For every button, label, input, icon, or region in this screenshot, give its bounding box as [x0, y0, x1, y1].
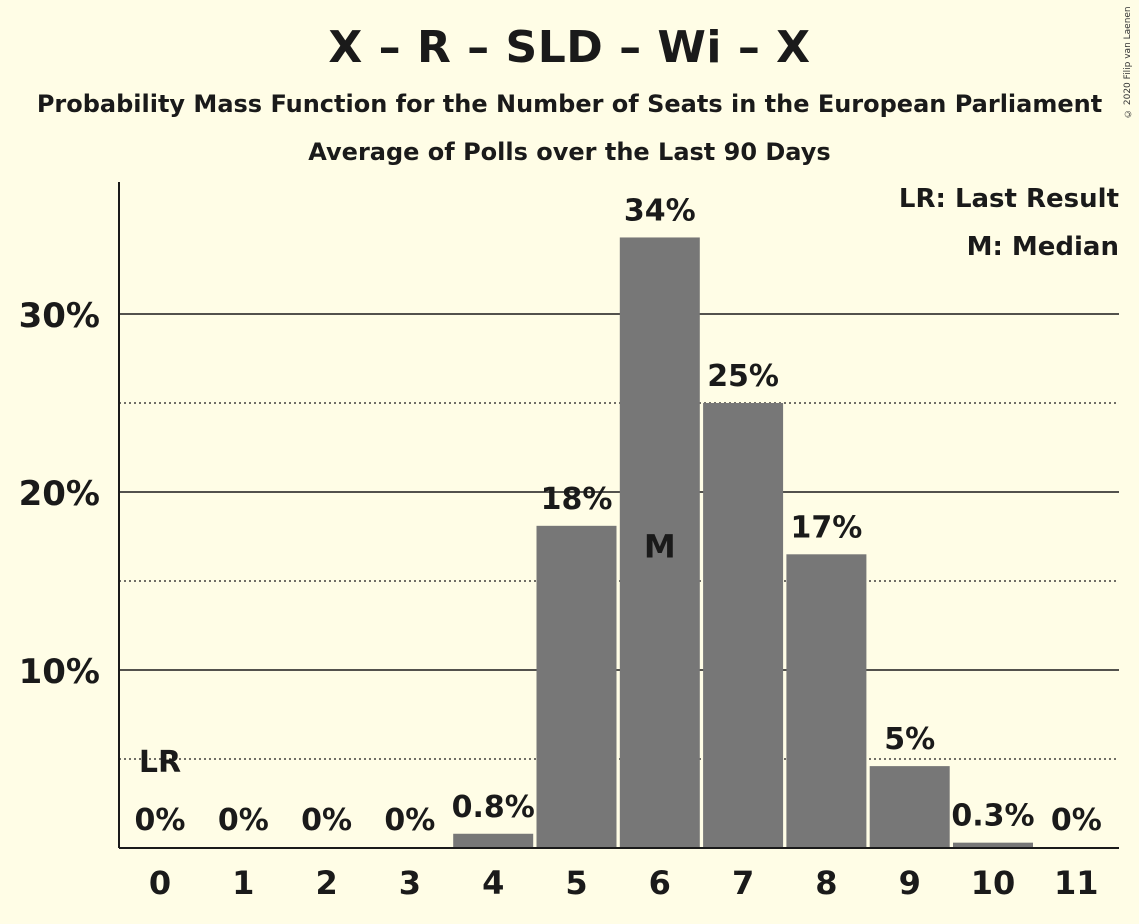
legend-median: M: Median [966, 232, 1119, 262]
median-marker: M [644, 527, 676, 565]
data-label: 0% [218, 803, 269, 838]
x-tick-label: 4 [482, 864, 504, 902]
x-tick-label: 3 [399, 864, 421, 902]
x-tick-label: 5 [565, 864, 587, 902]
x-tick-label: 0 [149, 864, 171, 902]
data-label: 25% [707, 359, 779, 394]
y-tick-label: 20% [19, 474, 100, 514]
data-label: 0.8% [452, 790, 535, 825]
data-label: 18% [541, 482, 613, 517]
x-tick-label: 9 [899, 864, 921, 902]
x-tick-label: 7 [732, 864, 754, 902]
x-tick-label: 2 [315, 864, 337, 902]
y-tick-label: 30% [19, 296, 100, 336]
bar [953, 842, 1033, 848]
data-label: 5% [884, 722, 935, 757]
bar [453, 833, 534, 848]
y-tick-label: 10% [19, 652, 100, 692]
data-label: 0% [135, 803, 186, 838]
legend-last-result: LR: Last Result [898, 184, 1119, 214]
last-result-marker: LR [139, 745, 181, 780]
x-tick-label: 8 [815, 864, 837, 902]
bar [536, 525, 617, 848]
bar [869, 766, 950, 848]
chart-subtitle-2: Average of Polls over the Last 90 Days [308, 138, 831, 166]
bar [619, 237, 700, 848]
data-label: 17% [790, 510, 862, 545]
chart-title: X – R – SLD – Wi – X [328, 22, 811, 73]
data-label: 0% [384, 803, 435, 838]
data-label: 34% [624, 193, 696, 228]
x-tick-label: 1 [232, 864, 254, 902]
data-label: 0% [1051, 803, 1102, 838]
x-tick-label: 10 [971, 864, 1016, 902]
bar [703, 403, 784, 848]
data-label: 0.3% [951, 799, 1034, 834]
data-label: 0% [301, 803, 352, 838]
chart-subtitle: Probability Mass Function for the Number… [36, 90, 1103, 118]
bar [786, 554, 867, 848]
x-tick-label: 6 [649, 864, 671, 902]
x-tick-label: 11 [1054, 864, 1099, 902]
